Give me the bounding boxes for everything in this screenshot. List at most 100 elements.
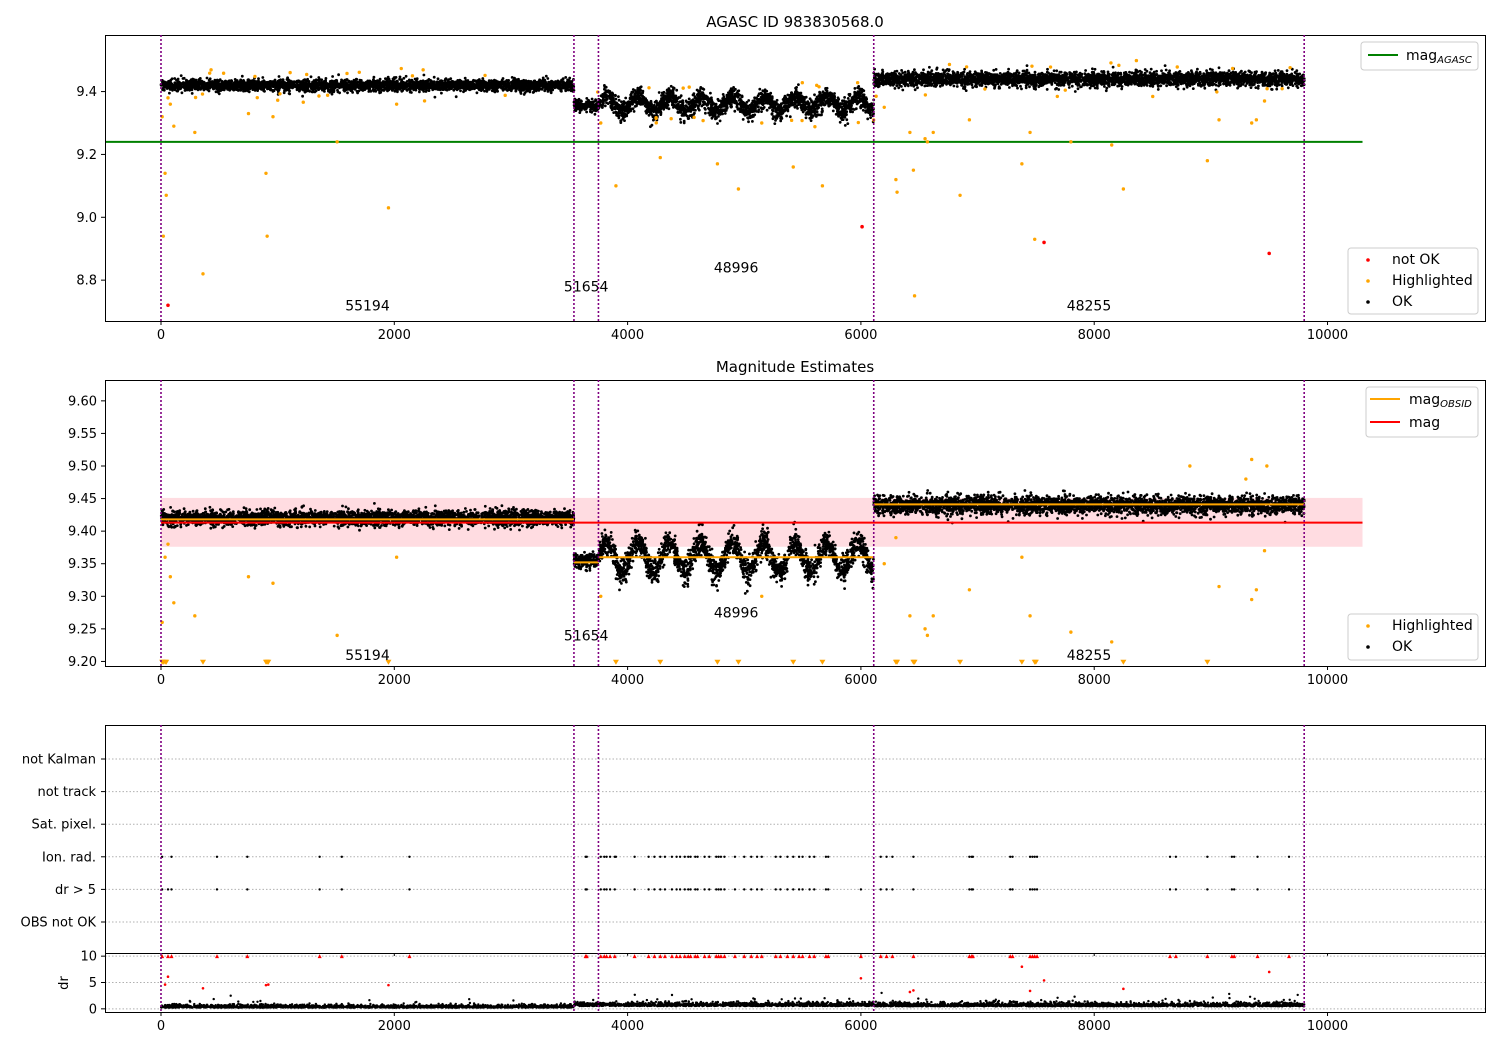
ok-point [320, 78, 324, 82]
ok-point [697, 104, 700, 108]
ok-point [323, 83, 326, 86]
ok-point [716, 97, 720, 101]
ok-point [553, 86, 557, 90]
ok-point [178, 85, 182, 89]
ok-point [566, 86, 569, 90]
ok-point [542, 84, 546, 87]
ok-point [757, 105, 760, 108]
ok-point [181, 77, 185, 80]
ok-point [837, 111, 841, 115]
ok-point [200, 84, 204, 87]
ok-point [678, 100, 681, 104]
ok-point [235, 81, 239, 85]
ok-point [376, 79, 380, 83]
ok-point [261, 76, 265, 79]
ok-point [420, 83, 424, 86]
ok-point [732, 86, 735, 89]
ok-point [617, 98, 621, 102]
ok-point [351, 87, 354, 91]
ok-point [470, 87, 473, 90]
ok-point [540, 87, 544, 91]
ok-point [305, 80, 309, 83]
ok-point [585, 97, 589, 100]
ok-point [180, 91, 184, 95]
ok-point [438, 81, 442, 85]
ok-point [264, 85, 267, 89]
ok-point [415, 77, 419, 81]
ok-point [565, 82, 568, 86]
ok-point [511, 83, 515, 86]
ok-point [593, 103, 596, 107]
ok-point [395, 86, 398, 90]
ok-point [259, 81, 263, 85]
ok-point [755, 110, 758, 113]
ok-point [820, 107, 824, 111]
ok-point [475, 91, 479, 95]
ok-point [547, 88, 551, 92]
ok-point [418, 90, 421, 94]
ok-point [313, 90, 317, 94]
ok-point [170, 84, 174, 87]
ok-point [245, 83, 249, 87]
ok-point [454, 84, 458, 88]
ok-point [405, 88, 408, 91]
ok-point [333, 86, 337, 89]
ok-point [301, 94, 304, 98]
ok-point [786, 93, 790, 97]
ok-point [584, 103, 588, 107]
ok-point [393, 80, 397, 84]
ok-point [316, 81, 319, 85]
ok-point [436, 77, 440, 81]
ok-point [324, 77, 328, 80]
ok-point [679, 121, 683, 124]
ok-point [533, 87, 537, 91]
ok-point [708, 113, 712, 117]
ok-point [392, 76, 396, 79]
ok-point [299, 84, 302, 87]
ok-point [367, 86, 370, 90]
ok-point [696, 89, 700, 93]
ok-point [176, 87, 180, 91]
ok-point [524, 84, 528, 87]
ok-point [309, 75, 313, 79]
ok-point [544, 74, 548, 78]
ok-point [549, 90, 553, 94]
ok-point [569, 88, 572, 92]
ok-point [713, 105, 717, 109]
ok-point [690, 102, 693, 106]
ok-point [168, 80, 172, 83]
ok-point [529, 84, 532, 88]
ok-point [770, 112, 774, 116]
ok-point [494, 82, 498, 85]
ok-point [188, 88, 192, 92]
ok-point [285, 84, 289, 88]
ok-point [848, 92, 852, 96]
ok-point [398, 83, 402, 87]
ok-point [281, 78, 285, 82]
ok-point [271, 90, 275, 93]
ok-point [198, 77, 201, 81]
ok-point [185, 85, 188, 88]
ok-point [251, 84, 255, 88]
ok-point [506, 89, 509, 92]
ok-point [336, 88, 339, 92]
ok-point [585, 110, 588, 114]
ok-point [233, 78, 237, 81]
ok-point [796, 107, 799, 110]
ok-point [219, 84, 223, 88]
ok-point [379, 82, 382, 86]
ok-point [253, 79, 257, 83]
ok-point [843, 124, 847, 127]
ok-point [243, 88, 247, 92]
ok-point [630, 92, 633, 96]
ok-point [568, 76, 572, 80]
ok-point [699, 86, 703, 89]
ok-point [326, 86, 329, 90]
ok-point [347, 87, 351, 91]
ok-point [240, 80, 244, 84]
ok-point [404, 81, 408, 85]
ok-point [507, 86, 511, 90]
ok-point [459, 89, 462, 93]
ok-point [340, 78, 343, 82]
